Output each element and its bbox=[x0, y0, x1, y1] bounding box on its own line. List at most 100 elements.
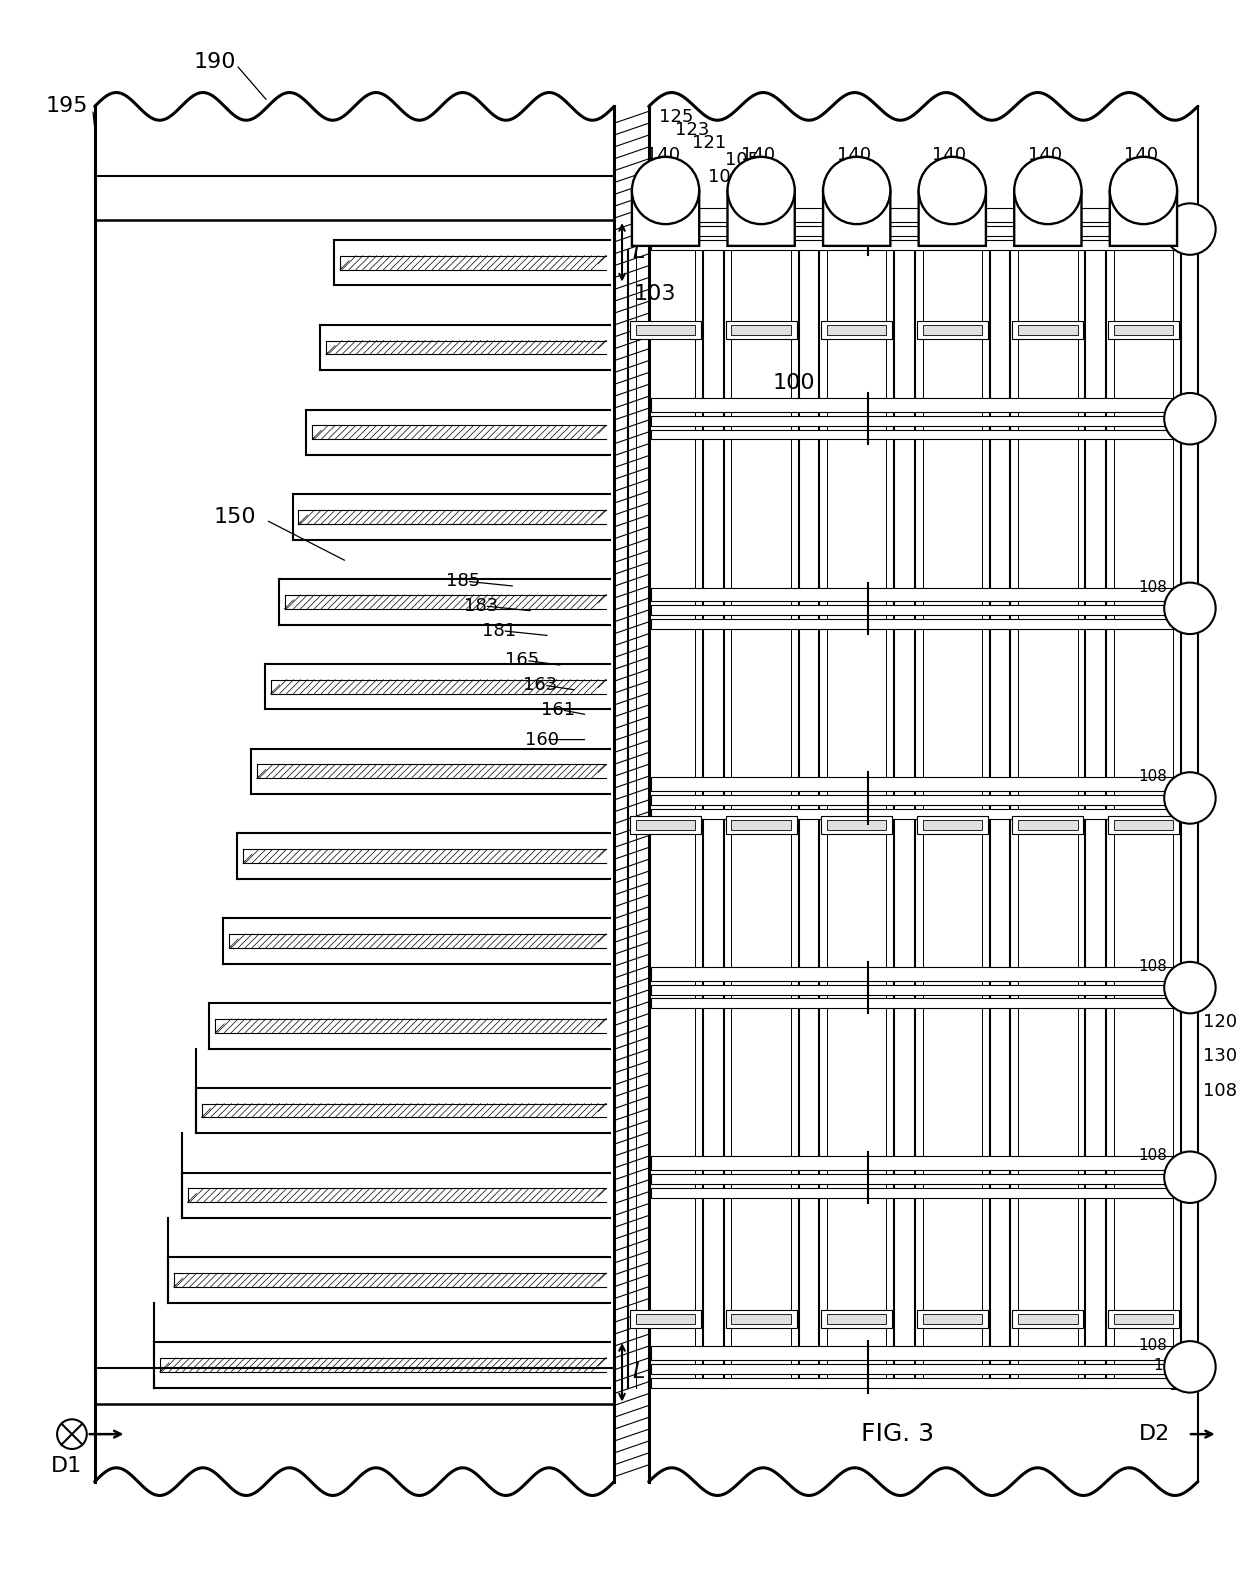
Bar bbox=[651, 588, 1195, 601]
Text: 108: 108 bbox=[1203, 1082, 1236, 1100]
Bar bbox=[1107, 1311, 1179, 1328]
Bar bbox=[821, 815, 893, 834]
Bar bbox=[651, 777, 1195, 791]
FancyBboxPatch shape bbox=[1014, 191, 1081, 246]
Circle shape bbox=[1164, 772, 1215, 823]
Bar bbox=[651, 208, 1195, 222]
Bar bbox=[636, 1314, 696, 1324]
Text: 108: 108 bbox=[1138, 580, 1167, 594]
Text: 103: 103 bbox=[634, 284, 676, 305]
Bar bbox=[651, 1378, 1195, 1387]
Bar bbox=[725, 321, 797, 338]
Text: 108: 108 bbox=[1138, 769, 1167, 785]
Circle shape bbox=[919, 157, 986, 224]
Text: 108: 108 bbox=[1138, 1338, 1167, 1354]
Bar bbox=[916, 1311, 988, 1328]
Bar bbox=[732, 820, 791, 829]
Text: 123: 123 bbox=[676, 121, 709, 140]
Text: 120: 120 bbox=[1203, 1012, 1238, 1031]
Text: 108: 108 bbox=[1138, 958, 1167, 974]
Bar bbox=[827, 820, 887, 829]
Bar bbox=[1107, 321, 1179, 338]
Text: 161: 161 bbox=[541, 701, 575, 718]
Bar bbox=[636, 326, 696, 335]
Bar bbox=[651, 985, 1195, 995]
Bar bbox=[651, 620, 1195, 629]
Text: 190: 190 bbox=[193, 52, 236, 72]
Text: 140: 140 bbox=[742, 146, 775, 164]
Text: 108: 108 bbox=[1138, 1149, 1167, 1163]
Text: 183: 183 bbox=[464, 597, 498, 615]
Text: 100: 100 bbox=[773, 373, 815, 394]
Bar bbox=[651, 794, 1195, 806]
Circle shape bbox=[1110, 157, 1177, 224]
Bar bbox=[821, 321, 893, 338]
Circle shape bbox=[728, 157, 795, 224]
Text: 140: 140 bbox=[837, 146, 870, 164]
Bar bbox=[651, 998, 1195, 1009]
Circle shape bbox=[1164, 203, 1215, 254]
Bar bbox=[630, 321, 701, 338]
Bar bbox=[651, 397, 1195, 412]
Text: 195: 195 bbox=[45, 97, 88, 116]
Bar bbox=[732, 1314, 791, 1324]
Bar bbox=[651, 1189, 1195, 1198]
Bar bbox=[827, 1314, 887, 1324]
Bar bbox=[1018, 1314, 1078, 1324]
Bar bbox=[1114, 820, 1173, 829]
Circle shape bbox=[1164, 1341, 1215, 1392]
Bar bbox=[732, 326, 791, 335]
Text: 108: 108 bbox=[708, 168, 742, 186]
FancyBboxPatch shape bbox=[823, 191, 890, 246]
Text: 140: 140 bbox=[932, 146, 967, 164]
Bar bbox=[1107, 815, 1179, 834]
Circle shape bbox=[632, 157, 699, 224]
Bar bbox=[923, 820, 982, 829]
Bar bbox=[651, 1346, 1195, 1360]
Bar bbox=[1012, 1311, 1084, 1328]
Bar bbox=[916, 815, 988, 834]
Bar bbox=[1018, 820, 1078, 829]
Bar bbox=[923, 326, 982, 335]
Text: 130: 130 bbox=[1153, 1359, 1182, 1373]
Bar bbox=[1114, 326, 1173, 335]
Bar bbox=[636, 820, 696, 829]
Bar bbox=[651, 240, 1195, 249]
Circle shape bbox=[823, 157, 890, 224]
Bar bbox=[916, 321, 988, 338]
Text: 120: 120 bbox=[1168, 1378, 1197, 1392]
Circle shape bbox=[57, 1419, 87, 1449]
Text: 140: 140 bbox=[1028, 146, 1063, 164]
Bar bbox=[1018, 326, 1078, 335]
Bar bbox=[1012, 815, 1084, 834]
Bar bbox=[1114, 1314, 1173, 1324]
Bar bbox=[651, 1174, 1195, 1184]
Text: 105: 105 bbox=[725, 151, 759, 168]
Bar bbox=[651, 416, 1195, 426]
Bar bbox=[651, 429, 1195, 440]
Text: L: L bbox=[632, 1362, 645, 1382]
Bar bbox=[923, 1314, 982, 1324]
Bar bbox=[630, 1311, 701, 1328]
Text: FIG. 3: FIG. 3 bbox=[862, 1422, 935, 1446]
Text: 125: 125 bbox=[658, 108, 693, 127]
FancyBboxPatch shape bbox=[1110, 191, 1177, 246]
FancyBboxPatch shape bbox=[728, 191, 795, 246]
Text: D2: D2 bbox=[1138, 1424, 1169, 1444]
Text: 163: 163 bbox=[523, 677, 557, 694]
FancyBboxPatch shape bbox=[919, 191, 986, 246]
Bar bbox=[827, 326, 887, 335]
Text: 130: 130 bbox=[1203, 1047, 1238, 1065]
Bar bbox=[725, 1311, 797, 1328]
Circle shape bbox=[1164, 583, 1215, 634]
Text: 160: 160 bbox=[525, 731, 559, 748]
Text: 150: 150 bbox=[213, 507, 255, 528]
Circle shape bbox=[1164, 961, 1215, 1014]
Bar bbox=[651, 605, 1195, 615]
Bar bbox=[651, 966, 1195, 980]
Text: 185: 185 bbox=[446, 572, 480, 590]
Bar bbox=[821, 1311, 893, 1328]
Text: D1: D1 bbox=[51, 1456, 83, 1476]
Text: L: L bbox=[632, 242, 645, 262]
Bar bbox=[725, 815, 797, 834]
